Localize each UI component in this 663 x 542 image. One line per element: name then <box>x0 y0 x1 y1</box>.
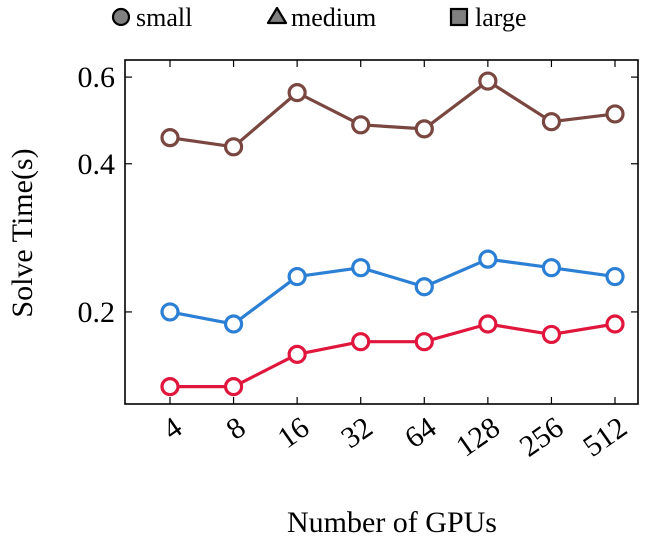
legend: small medium large <box>111 3 527 32</box>
series-red-point <box>160 377 180 397</box>
series-markers <box>160 71 625 397</box>
series-brown-line <box>169 79 616 149</box>
y-tick-label: 0.2 <box>78 296 116 329</box>
series-blue-point <box>605 266 625 287</box>
series-brown-point <box>351 115 371 135</box>
series-blue-line <box>169 257 616 326</box>
series-blue-point <box>223 314 244 334</box>
series-brown-point <box>223 137 244 157</box>
series-blue-point <box>351 258 371 278</box>
legend-label: small <box>136 3 192 32</box>
series-brown-point <box>287 83 307 103</box>
y-axis-label: Solve Time(s) <box>6 148 39 317</box>
series-red-point <box>541 324 562 345</box>
x-tick-label: 32 <box>335 411 379 455</box>
series-red-point <box>287 344 307 364</box>
y-axis: 0.2 0.4 0.6 <box>78 61 638 329</box>
x-tick-label: 8 <box>220 411 251 447</box>
x-tick-label: 4 <box>157 411 188 447</box>
x-tick-label: 256 <box>514 411 570 464</box>
series-blue-point <box>160 302 180 322</box>
series-brown-point <box>478 71 498 91</box>
x-tick-label: 512 <box>577 411 633 464</box>
x-tick-label: 16 <box>272 411 316 455</box>
series-red-point <box>478 314 498 334</box>
series-brown-point <box>160 128 180 148</box>
y-tick-label: 0.4 <box>78 148 116 181</box>
legend-marker-circle <box>111 7 131 27</box>
series-brown-point <box>605 104 625 124</box>
x-tick-label: 128 <box>450 411 506 464</box>
series-blue-point <box>541 258 562 278</box>
series-blue-point <box>414 277 434 297</box>
series-blue-point <box>478 249 498 269</box>
plot-frame <box>124 59 639 405</box>
legend-marker-square <box>449 7 469 27</box>
series-blue-point <box>287 266 307 287</box>
x-tick-label: 64 <box>399 411 443 455</box>
legend-label: medium <box>291 3 376 32</box>
series-red-point <box>605 314 625 334</box>
series-brown-point <box>541 112 562 132</box>
series-red-line <box>170 322 616 389</box>
legend-label: large <box>475 3 527 32</box>
x-axis-label: Number of GPUs <box>287 506 497 539</box>
series-red-point <box>223 377 244 397</box>
series-brown-point <box>414 119 434 139</box>
series-lines <box>169 79 616 389</box>
series-red-point <box>351 332 371 352</box>
y-tick-label: 0.6 <box>78 61 116 94</box>
series-red-point <box>414 332 434 352</box>
legend-marker-triangle <box>266 6 288 25</box>
